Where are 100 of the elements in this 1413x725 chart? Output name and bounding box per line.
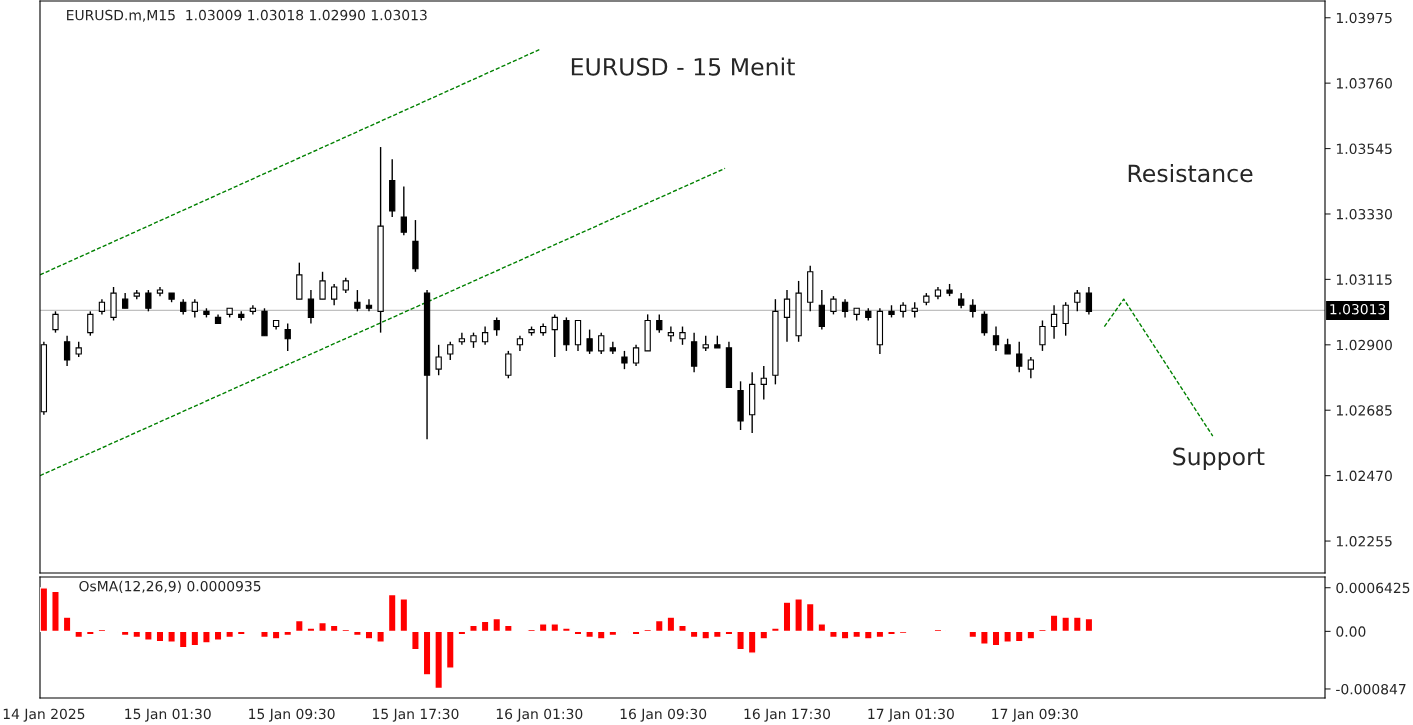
candlestick — [52, 310, 59, 334]
x-tick-label: 16 Jan 17:30 — [744, 708, 831, 722]
bar — [341, 628, 351, 633]
bar — [817, 623, 827, 633]
candlestick — [679, 325, 686, 346]
candlestick — [981, 310, 988, 337]
bar — [411, 630, 420, 651]
x-tick-label: 15 Jan 09:30 — [249, 708, 335, 722]
bar — [1003, 630, 1013, 643]
bar — [689, 630, 699, 639]
text: EURUSD - 15 Menit — [571, 57, 795, 76]
bar — [434, 630, 444, 690]
bar — [852, 630, 862, 639]
bar — [51, 590, 60, 633]
candlestick — [493, 316, 500, 337]
candlestick — [191, 298, 198, 319]
bar — [202, 630, 211, 644]
candlestick — [145, 289, 152, 313]
bar — [422, 630, 432, 676]
candlestick — [621, 350, 628, 370]
bar — [585, 630, 595, 639]
bar — [283, 630, 293, 637]
bar — [480, 620, 490, 633]
bar — [968, 630, 978, 639]
bar — [759, 630, 769, 640]
bar — [678, 624, 687, 633]
bar — [445, 630, 455, 669]
bar — [62, 616, 72, 633]
y-tick-label: 0.00 — [1336, 626, 1366, 637]
candlestick — [400, 185, 407, 236]
bar — [213, 630, 223, 641]
candlestick — [783, 289, 791, 343]
candlestick — [830, 295, 837, 316]
bar — [387, 593, 397, 633]
bar — [399, 598, 409, 633]
bar — [538, 623, 548, 633]
bar — [503, 624, 513, 633]
candlestick — [447, 341, 454, 361]
candlestick — [586, 328, 593, 355]
candlestick — [632, 344, 640, 367]
bar — [898, 630, 908, 635]
bar — [1026, 630, 1036, 640]
y-tick-label: 0.0006425 — [1336, 582, 1410, 594]
bar — [225, 630, 235, 639]
candlestick — [319, 271, 326, 300]
y-tick-label: 1.03330 — [1336, 208, 1392, 220]
bar — [492, 617, 502, 633]
candlestick — [458, 331, 466, 346]
x-tick-label: 14 Jan 2025 — [3, 708, 85, 722]
bar — [120, 630, 130, 637]
y-tick-label: 1.02255 — [1336, 536, 1392, 547]
bar — [561, 627, 571, 633]
bar — [85, 630, 95, 636]
annotation: Resistance — [1128, 164, 1253, 183]
bar — [712, 630, 722, 639]
candlestick — [63, 334, 71, 367]
candlestick — [992, 325, 1000, 352]
bar — [294, 619, 304, 633]
candlestick — [841, 298, 849, 319]
bar — [608, 630, 618, 637]
x-tick-label: 15 Jan 17:30 — [372, 708, 459, 722]
bar — [329, 624, 339, 633]
x-tick-label: 17 Jan 01:30 — [868, 708, 954, 722]
bar — [979, 630, 989, 645]
bar — [840, 630, 850, 640]
candlestick — [354, 289, 361, 313]
bar — [805, 602, 815, 633]
y-tick-label: 1.03115 — [1336, 274, 1392, 285]
x-tick-label: 16 Jan 09:30 — [620, 708, 707, 722]
bar — [132, 630, 142, 639]
y-tick-label: 1.03975 — [1336, 12, 1392, 24]
bar — [782, 601, 792, 633]
candlestick — [481, 325, 489, 346]
annotation: EURUSD.m,M15 1.03009 1.03018 1.02990 1.03013 — [67, 9, 427, 22]
bar — [318, 621, 327, 633]
bar — [1084, 617, 1094, 633]
bar — [550, 623, 560, 633]
bar — [1061, 616, 1071, 633]
candlestick — [598, 331, 605, 355]
candlestick — [1016, 341, 1023, 373]
bar — [736, 630, 745, 651]
bar — [1072, 616, 1082, 633]
candlestick — [1085, 286, 1093, 316]
bar — [271, 630, 281, 640]
bar — [527, 628, 536, 633]
candlestick — [331, 283, 338, 306]
x-tick-label: 15 Jan 01:30 — [125, 708, 211, 722]
y-tick-label: 1.03545 — [1336, 143, 1392, 155]
candlestick — [760, 365, 767, 401]
bar — [469, 624, 478, 633]
bar — [829, 630, 838, 639]
bar — [352, 630, 362, 637]
bar — [596, 630, 606, 640]
candlestick — [505, 350, 512, 379]
bar — [260, 630, 269, 639]
bar — [875, 630, 885, 639]
candlestick — [1039, 319, 1046, 352]
bar — [643, 628, 653, 633]
y-tick-label: -0.000847 — [1336, 683, 1406, 695]
bar — [863, 630, 873, 640]
